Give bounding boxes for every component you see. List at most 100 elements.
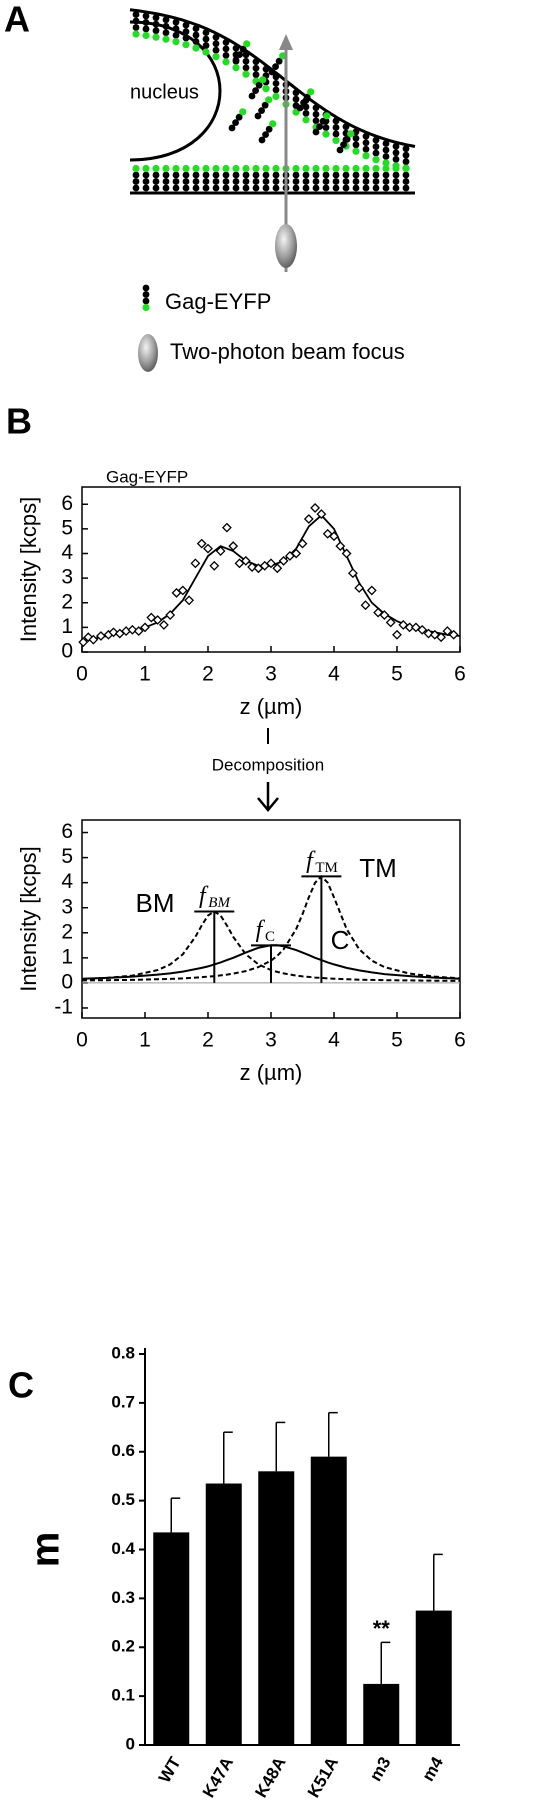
- lipid-dot: [242, 64, 250, 72]
- eyfp-dot: [352, 164, 360, 173]
- x-tick-label: 3: [265, 663, 277, 686]
- eyfp-dot: [202, 164, 210, 173]
- lipid-dot: [132, 24, 140, 31]
- nucleus-label: nucleus: [130, 81, 199, 103]
- x-axis-label: z (µm): [240, 1060, 303, 1085]
- data-point: [385, 617, 396, 628]
- data-point: [291, 548, 302, 559]
- lipid-dot: [262, 65, 270, 73]
- lipid-dot: [275, 57, 283, 65]
- data-point: [177, 585, 188, 596]
- lipid-dot: [192, 25, 200, 32]
- data-point: [240, 555, 251, 566]
- lipid-dot: [292, 184, 300, 192]
- lipid-dot: [222, 52, 230, 59]
- bar: [258, 1471, 295, 1745]
- eyfp-dot: [322, 130, 330, 138]
- eyfp-dot: [382, 164, 390, 173]
- lipid-dot: [322, 124, 330, 132]
- data-point: [417, 624, 428, 635]
- y-tick-label: 0.8: [111, 1343, 135, 1362]
- lipid-dot: [182, 28, 190, 36]
- lipid-dot: [272, 171, 280, 179]
- lipid-dot: [152, 27, 160, 35]
- lipid-dot: [262, 171, 270, 179]
- y-tick-label: 0.7: [111, 1392, 135, 1411]
- lipid-dot: [342, 178, 350, 185]
- lipid-dot: [242, 57, 250, 65]
- eyfp-dot: [392, 164, 400, 173]
- x-tick-label: 1: [139, 1029, 151, 1052]
- eyfp-dot: [172, 164, 180, 173]
- lipid-dot: [212, 46, 220, 54]
- lipid-dot: [202, 29, 210, 36]
- y-tick-label: 5: [61, 845, 73, 868]
- x-tick-label: K47A: [199, 1754, 237, 1800]
- data-point: [152, 615, 163, 625]
- peak-label-sub: BM: [208, 895, 231, 911]
- lipid-dot: [252, 87, 259, 95]
- lipid-dot: [292, 178, 300, 185]
- eyfp-dot: [302, 164, 310, 173]
- lipid-dot: [352, 141, 360, 149]
- lipid-dot: [272, 79, 280, 87]
- legend-beam: [138, 334, 158, 372]
- data-point: [247, 562, 258, 572]
- lipid-dot: [322, 171, 330, 179]
- lipid-dot: [296, 104, 304, 112]
- lipid-dot: [182, 171, 190, 179]
- data-point: [366, 585, 377, 596]
- curve: [81, 874, 461, 982]
- eyfp-dot: [142, 303, 150, 312]
- eyfp-dot: [232, 164, 240, 173]
- lipid-dot: [142, 284, 150, 292]
- x-tick-label: 2: [202, 663, 214, 686]
- lipid-dot: [332, 184, 340, 192]
- lipid-dot: [372, 143, 380, 151]
- x-tick-label: 6: [454, 663, 466, 686]
- x-tick-label: K48A: [251, 1754, 289, 1800]
- data-point: [329, 531, 339, 542]
- lipid-dot: [342, 184, 350, 192]
- lipid-dot: [192, 38, 200, 45]
- lipid-dot: [302, 184, 310, 192]
- data-point: [404, 622, 415, 633]
- lipid-dot: [265, 125, 273, 133]
- data-point: [266, 558, 276, 569]
- x-tick-label: 0: [76, 1029, 88, 1052]
- bar: [153, 1532, 190, 1745]
- data-point: [310, 503, 321, 513]
- lipid-dot: [402, 178, 410, 185]
- eyfp-dot: [323, 112, 331, 120]
- eyfp-dot: [242, 164, 250, 173]
- y-tick-label: 5: [61, 516, 73, 539]
- eyfp-dot: [262, 85, 270, 93]
- lipid-dot: [212, 184, 220, 192]
- y-tick-label: 6: [61, 492, 73, 515]
- lipid-dot: [272, 178, 280, 185]
- lipid-dot: [382, 140, 390, 147]
- lipid-dot: [372, 178, 380, 185]
- lipid-dot: [222, 178, 230, 185]
- lipid-dot: [252, 171, 260, 179]
- data-point: [196, 538, 207, 549]
- lipid-dot: [262, 131, 269, 139]
- y-tick-label: 3: [61, 566, 73, 589]
- lipid-dot: [182, 34, 190, 42]
- lipid-dot: [252, 58, 260, 66]
- lipid-dot: [362, 145, 370, 153]
- lipid-dot: [232, 119, 239, 127]
- eyfp-dot: [142, 31, 150, 40]
- significance: **: [373, 1616, 391, 1641]
- bar: [363, 1683, 400, 1745]
- bar: [310, 1456, 347, 1745]
- arrow-head: [257, 797, 279, 812]
- lipid-dot: [312, 117, 320, 125]
- beam-focus: [275, 224, 297, 268]
- y-axis-label: Intensity [kcps]: [16, 846, 41, 992]
- lipid-dot: [212, 178, 220, 185]
- bar: [415, 1610, 452, 1745]
- eyfp-dot: [259, 76, 267, 84]
- eyfp-dot: [162, 164, 170, 173]
- lipid-dot: [362, 178, 370, 185]
